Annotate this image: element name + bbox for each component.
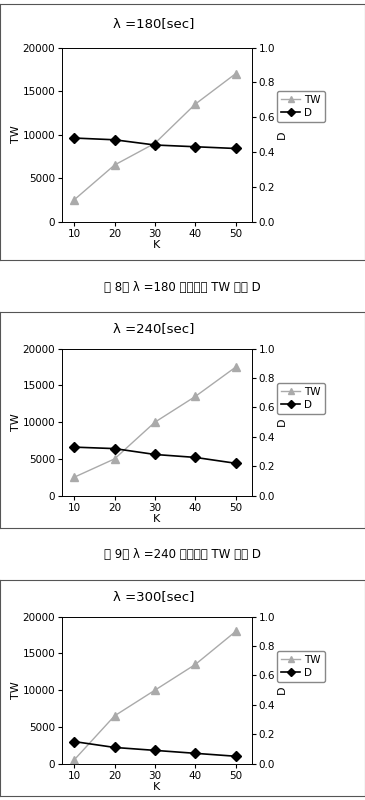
Text: λ =240[sec]: λ =240[sec] <box>113 322 194 334</box>
Y-axis label: D: D <box>277 130 287 139</box>
X-axis label: K: K <box>153 782 161 792</box>
Text: 図 8： λ =180 における TW 及び D: 図 8： λ =180 における TW 及び D <box>104 281 261 294</box>
TW <box>193 99 197 109</box>
D <box>72 442 76 452</box>
TW <box>193 660 197 670</box>
Text: λ =300[sec]: λ =300[sec] <box>113 590 194 602</box>
Text: 図 9： λ =240 における TW 及び D: 図 9： λ =240 における TW 及び D <box>104 548 261 561</box>
D <box>234 458 238 468</box>
D <box>193 749 197 758</box>
Line: D: D <box>71 738 239 760</box>
TW <box>72 755 76 765</box>
TW <box>112 160 117 170</box>
Y-axis label: TW: TW <box>11 682 21 699</box>
D <box>153 140 157 150</box>
Line: TW: TW <box>70 70 240 204</box>
D <box>234 751 238 761</box>
TW <box>112 454 117 464</box>
Line: TW: TW <box>70 363 240 482</box>
D <box>193 142 197 151</box>
D <box>193 453 197 462</box>
Line: D: D <box>71 134 239 152</box>
D <box>72 134 76 143</box>
TW <box>193 392 197 402</box>
D <box>153 450 157 459</box>
X-axis label: K: K <box>153 514 161 524</box>
Y-axis label: TW: TW <box>11 414 21 431</box>
D <box>72 737 76 746</box>
TW <box>153 138 157 148</box>
Legend: TW, D: TW, D <box>277 382 325 414</box>
D <box>112 742 117 752</box>
TW <box>112 711 117 721</box>
Text: λ =180[sec]: λ =180[sec] <box>113 17 194 30</box>
Y-axis label: D: D <box>277 418 287 426</box>
Y-axis label: TW: TW <box>11 126 21 143</box>
Legend: TW, D: TW, D <box>277 650 325 682</box>
TW <box>153 686 157 695</box>
Line: TW: TW <box>70 627 240 764</box>
D <box>153 746 157 755</box>
TW <box>234 362 238 372</box>
D <box>112 444 117 454</box>
D <box>112 135 117 145</box>
X-axis label: K: K <box>153 240 161 250</box>
TW <box>72 195 76 205</box>
D <box>234 144 238 154</box>
Line: D: D <box>71 444 239 466</box>
TW <box>234 69 238 78</box>
TW <box>72 473 76 482</box>
Legend: TW, D: TW, D <box>277 90 325 122</box>
Y-axis label: D: D <box>277 686 287 694</box>
TW <box>234 626 238 636</box>
TW <box>153 418 157 427</box>
